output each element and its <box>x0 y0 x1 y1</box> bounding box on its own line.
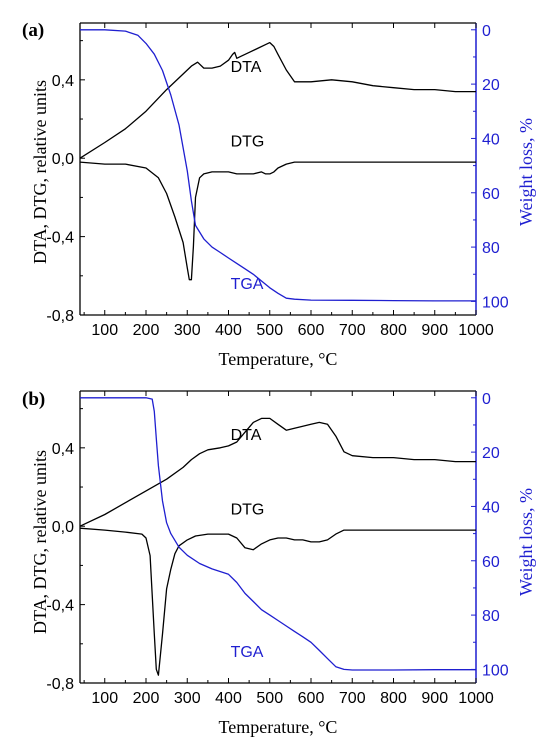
y-left-tick-labels: -0,8 -0,4 0,0 0,4 <box>46 73 74 325</box>
x-tick-label: 600 <box>298 690 325 707</box>
y-axis-title-right: Weight loss, % <box>516 118 536 226</box>
y-right-tick-label: 100 <box>482 294 509 311</box>
panel-label: (b) <box>22 389 45 410</box>
y-right-tick-labels: 0 20 40 60 80 100 <box>482 391 509 680</box>
x-tick-label: 900 <box>421 690 448 707</box>
y-right-tick-label: 60 <box>482 186 500 203</box>
plot-frame <box>79 390 477 684</box>
x-tick-label: 400 <box>215 690 242 707</box>
y-left-tick-label: 0,4 <box>52 441 74 458</box>
x-tick-label: 800 <box>380 322 407 339</box>
y-right-tick-label: 20 <box>482 77 500 94</box>
panel-b: (b) DTA, DTG, relative units Weight loss… <box>22 389 536 737</box>
plot-frame <box>79 22 477 316</box>
y-left-tick-label: -0,8 <box>46 308 74 325</box>
series-label-dta: DTA <box>231 59 262 76</box>
y-right-tick-label: 60 <box>482 554 500 571</box>
y-left-tick-label: -0,8 <box>46 676 74 693</box>
series-line-tga <box>80 29 476 302</box>
x-tick-label: 500 <box>256 690 283 707</box>
x-tick-label: 600 <box>298 322 325 339</box>
series-label-tga: TGA <box>231 276 264 293</box>
y-axis-title-right: Weight loss, % <box>516 488 536 596</box>
x-tick-label: 300 <box>174 690 201 707</box>
x-tick-label: 200 <box>133 322 160 339</box>
x-tick-label: 700 <box>339 322 366 339</box>
y-right-tick-label: 40 <box>482 131 500 148</box>
series-label-dta: DTA <box>231 427 262 444</box>
series-line-tga <box>80 397 476 671</box>
x-tick-label: 900 <box>421 322 448 339</box>
y-right-tick-label: 40 <box>482 499 500 516</box>
x-tick-label: 100 <box>91 322 118 339</box>
y-right-tick-label: 100 <box>482 662 509 679</box>
y-right-tick-label: 80 <box>482 608 500 625</box>
series-line-dta <box>79 417 476 527</box>
y-left-tick-label: 0,0 <box>52 151 74 168</box>
x-tick-label: 300 <box>174 322 201 339</box>
series-label-dtg: DTG <box>231 501 265 518</box>
x-axis-title: Temperature, °C <box>219 349 338 369</box>
y-axis-title-left: DTA, DTG, relative units <box>30 450 50 634</box>
y-right-tick-label: 0 <box>482 23 491 40</box>
series-label-tga: TGA <box>231 644 264 661</box>
panel-a: (a) DTA, DTG, relative units Weight loss… <box>22 20 536 369</box>
x-tick-label: 200 <box>133 690 160 707</box>
panel-label: (a) <box>22 20 44 41</box>
x-tick-label: 100 <box>91 690 118 707</box>
x-tick-label: 1000 <box>458 322 494 339</box>
y-right-tick-label: 80 <box>482 240 500 257</box>
x-tick-label: 500 <box>256 322 283 339</box>
y-left-tick-labels: -0,8 -0,4 0,0 0,4 <box>46 441 74 693</box>
x-tick-label: 700 <box>339 690 366 707</box>
y-left-tick-label: 0,4 <box>52 73 74 90</box>
x-tick-label: 1000 <box>458 690 494 707</box>
y-right-tick-label: 20 <box>482 445 500 462</box>
series-line-dta <box>79 41 476 159</box>
series-line-dtg <box>79 527 476 676</box>
x-axis-title: Temperature, °C <box>219 717 338 737</box>
y-left-tick-label: 0,0 <box>52 519 74 536</box>
y-right-tick-labels: 0 20 40 60 80 100 <box>482 23 509 312</box>
x-tick-labels: 100 200 300 400 500 600 700 800 900 1000 <box>91 322 494 339</box>
x-tick-label: 400 <box>215 322 242 339</box>
series-labels: DTA DTG TGA <box>231 427 265 661</box>
series-label-dtg: DTG <box>231 133 265 150</box>
y-right-tick-label: 0 <box>482 391 491 408</box>
series-line-dtg <box>79 161 476 281</box>
series-labels: DTA DTG TGA <box>231 59 265 293</box>
y-axis-title-left: DTA, DTG, relative units <box>30 80 50 264</box>
y-left-tick-label: -0,4 <box>46 230 74 247</box>
y-left-tick-label: -0,4 <box>46 598 74 615</box>
x-tick-label: 800 <box>380 690 407 707</box>
x-tick-labels: 100 200 300 400 500 600 700 800 900 1000 <box>91 690 494 707</box>
